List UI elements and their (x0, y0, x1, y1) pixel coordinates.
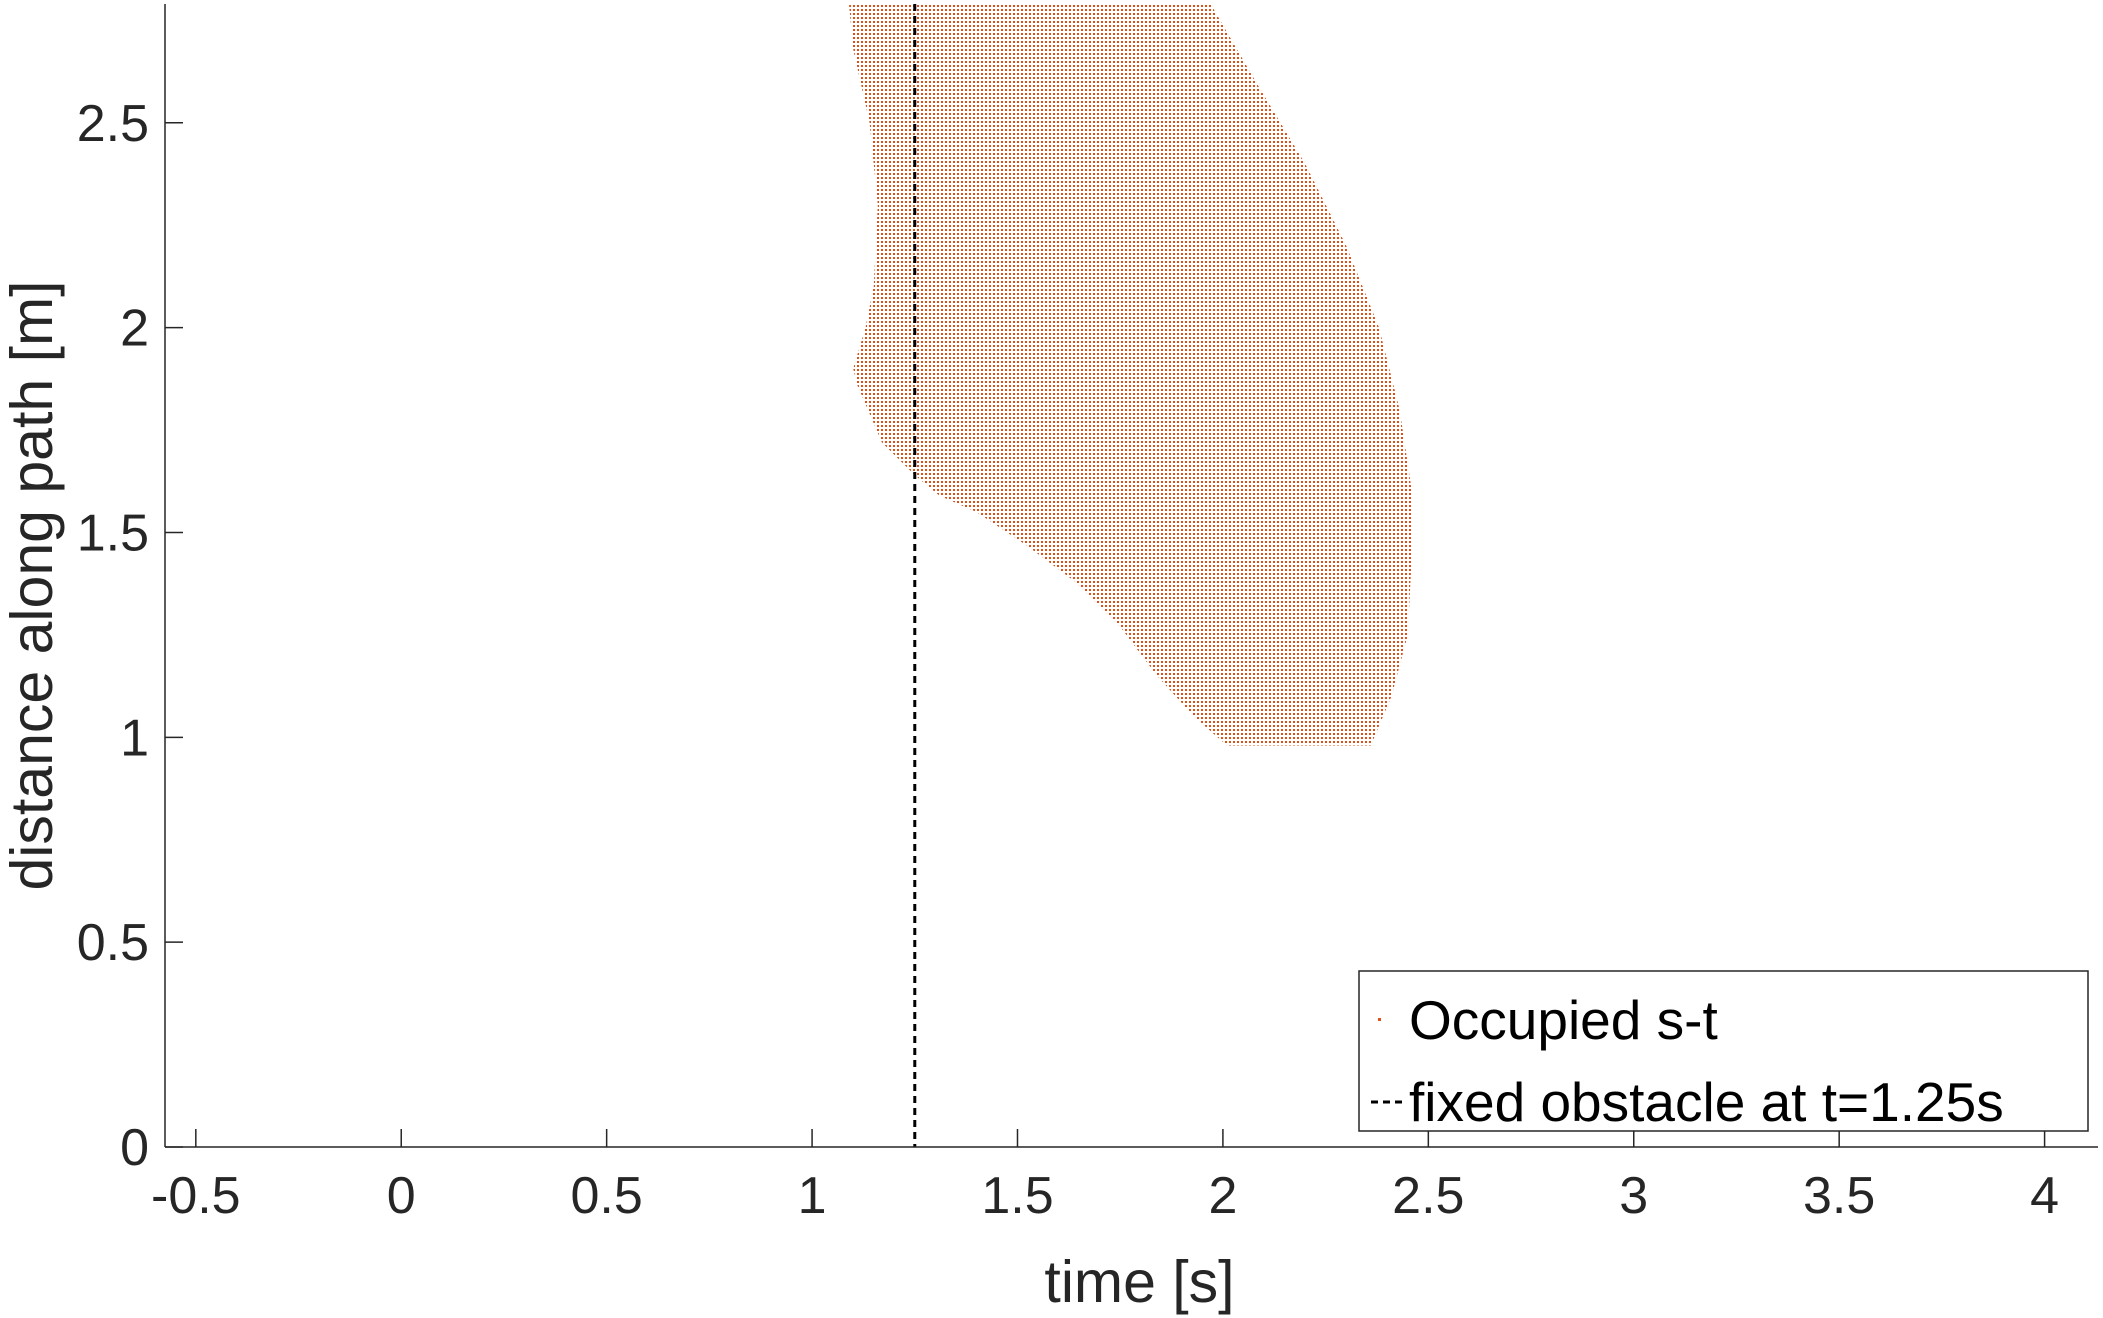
y-tick-label: 0 (120, 1119, 149, 1177)
y-tick-label: 0.5 (77, 914, 149, 972)
axes: -0.5 0 0.5 1 1.5 2 2.5 3 3.5 4 00.511.522.5 time … (0, 4, 2098, 1315)
x-tick-label: 2 (1208, 1167, 1237, 1225)
x-tick-label: 3.5 (1803, 1167, 1875, 1225)
x-tick-label: -0.5 (151, 1167, 241, 1225)
occupied-region (849, 4, 1412, 746)
legend-marker-occupied (1378, 1018, 1381, 1021)
x-tick-label: 1.5 (981, 1167, 1053, 1225)
y-tick-label: 1 (120, 709, 149, 767)
x-tick-label: 0.5 (571, 1167, 643, 1225)
x-tick-label: 2.5 (1392, 1167, 1464, 1225)
legend: Occupied s-t fixed obstacle at t=1.25s (1358, 970, 2089, 1133)
x-tick-label: 1 (798, 1167, 827, 1225)
y-tick-label: 2 (120, 300, 149, 358)
y-tick-label: 2.5 (77, 95, 149, 153)
plot-area (849, 4, 1412, 1147)
x-tick-label: 0 (387, 1167, 416, 1225)
legend-box (1358, 970, 2089, 1132)
x-ticks: -0.5 0 0.5 1 1.5 2 2.5 3 3.5 4 (151, 1129, 2059, 1225)
x-tick-label: 4 (2030, 1167, 2059, 1225)
legend-label-obstacle: fixed obstacle at t=1.25s (1409, 1071, 2004, 1133)
y-axis-title: distance along path [m] (0, 280, 65, 890)
legend-label-occupied: Occupied s-t (1409, 989, 1718, 1051)
y-tick-label: 1.5 (77, 504, 149, 562)
y-ticks: 0 0.5 1 1.5 2 2.5 (77, 95, 183, 1177)
x-tick-label: 3 (1619, 1167, 1648, 1225)
x-axis-title: time [s] (1044, 1249, 1234, 1315)
